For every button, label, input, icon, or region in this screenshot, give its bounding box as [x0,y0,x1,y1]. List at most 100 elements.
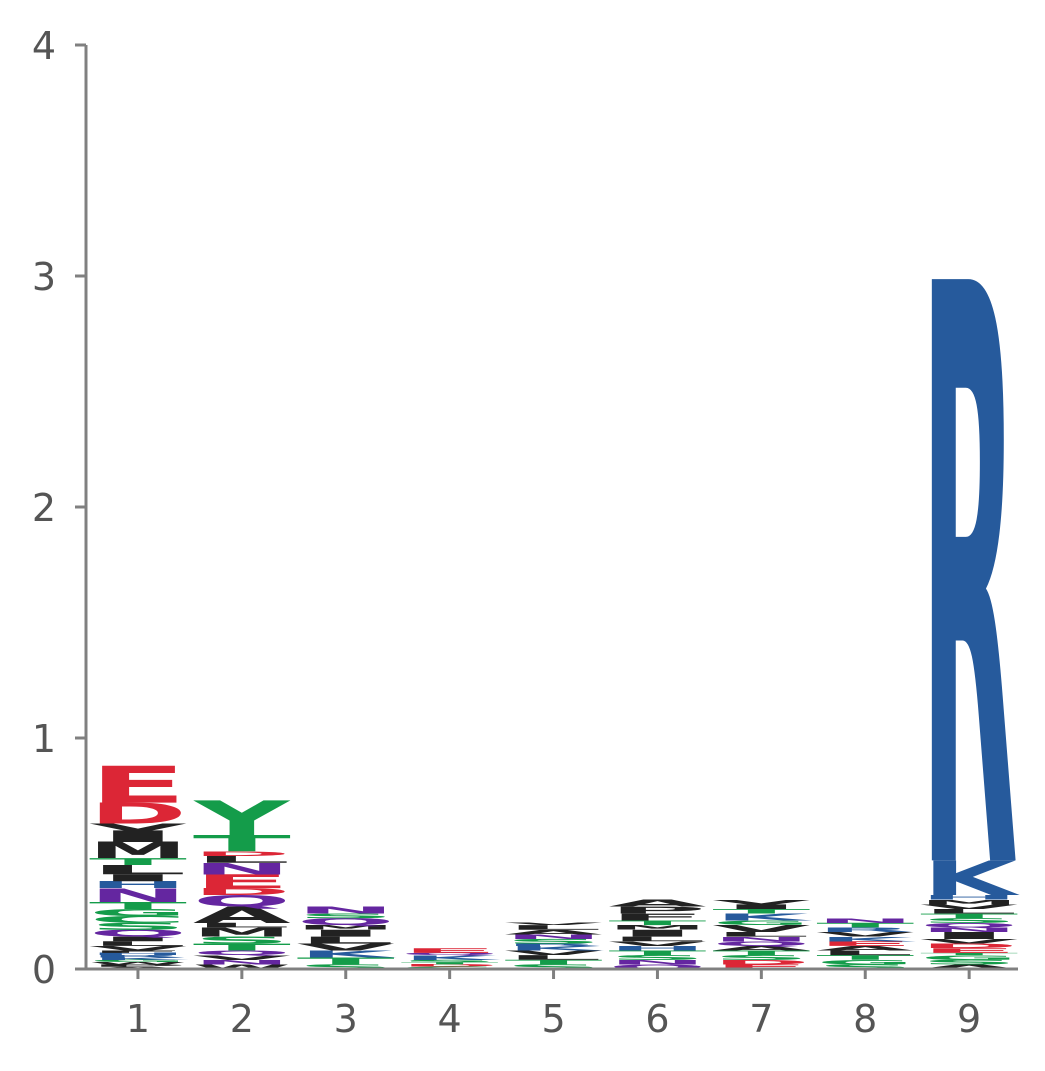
logo-letter-r: R [920,120,1018,1049]
logo-letter-a: A [505,929,603,936]
logo-letter-i: I [297,928,395,939]
logo-letter-t: T [608,949,706,956]
x-axis-ticks: 1 2 3 4 5 6 7 8 9 [126,969,981,1041]
y-tick-label: 0 [32,948,56,992]
logo-letter-r: R [816,926,914,933]
logo-letter-v: V [89,945,187,952]
logo-letter-m: M [89,838,187,864]
logo-letter-k: K [922,851,1019,906]
logo-letter-v: V [505,949,603,956]
logo-letter-t: T [193,942,291,953]
logo-letter-h: H [608,945,706,952]
logo-letter-g: G [89,907,187,918]
y-tick-label: 3 [32,255,56,299]
logo-letter-l: L [816,949,914,956]
logo-letter-h: H [920,894,1018,901]
logo-letter-m: M [920,899,1018,906]
logo-letter-t: T [920,952,1018,956]
logo-letter-s: S [401,959,499,963]
logo-letter-d: D [193,886,291,897]
logo-letter-d: D [712,958,810,965]
x-tick-label: 1 [126,997,150,1041]
logo-letter-v: V [608,940,706,947]
logo-letter-s: S [297,912,395,919]
logo-letter-a: A [608,898,707,909]
x-tick-label: 7 [749,997,773,1041]
logo-letter-n: N [297,905,395,916]
logo-letter-l: L [297,935,395,946]
logo-letter-a: A [816,945,914,952]
logo-letter-l: L [712,931,810,938]
logo-letter-t: T [816,922,914,929]
logo-letter-v: V [920,938,1018,945]
logo-letter-v: V [89,822,188,833]
logo-letter-r: R [89,955,187,959]
logo-letter-h: H [89,952,187,956]
logo-letter-v: V [505,922,603,926]
y-tick-label: 4 [32,24,56,68]
logo-letter-q: Q [297,916,395,927]
logo-letter-e: E [193,871,291,893]
logo-letter-f: F [89,950,187,954]
x-tick-label: 5 [541,997,565,1041]
logo-letter-t: T [920,912,1018,919]
logo-letter-q: Q [608,963,706,970]
logo-letter-s: S [193,935,291,946]
logo-letter-s: S [920,959,1018,966]
logo-letter-s: S [505,963,603,970]
logo-letter-l: L [89,863,187,878]
logo-letter-c: C [89,914,187,925]
logo-letter-k: K [714,912,813,923]
logo-letter-s: S [608,954,706,961]
logo-letter-v: V [297,942,396,953]
logo-letter-e: E [920,947,1018,954]
logo-letter-f: F [608,912,706,923]
logo-letter-t: T [505,959,603,966]
y-axis-ticks: 0 1 2 3 4 [32,24,86,992]
logo-letter-t: T [297,956,395,967]
logo-letter-s: S [297,963,395,970]
logo-letter-d: D [89,797,187,830]
logo-letter-s: S [816,963,914,970]
logo-letter-q: Q [193,892,291,910]
logo-letter-m: M [608,924,706,931]
logo-letter-t: T [712,908,810,915]
logo-letter-v: V [193,954,291,961]
logo-letter-l: L [193,922,291,929]
logo-letter-a: A [712,945,810,952]
logo-letter-k: K [507,945,604,952]
logo-letter-n: N [712,935,810,942]
logo-letter-h: H [89,879,187,890]
logo-letter-y: Y [193,792,291,847]
logo-letter-v: V [816,931,914,938]
logo-letter-l: L [505,924,603,931]
logo-letter-v: V [920,903,1018,910]
logo-letter-m: M [297,924,395,931]
logo-letter-e: E [712,963,810,970]
logo-letter-n: N [608,959,706,966]
logo-letter-v: V [712,899,810,906]
logo-letter-t: T [89,856,187,867]
logo-letter-i: I [608,928,706,939]
logo-letter-q: Q [401,952,499,956]
logo-letter-s: S [712,954,810,961]
logo-letter-t: T [816,954,914,961]
logo-letter-r: R [505,943,603,947]
logo-letter-l: L [920,908,1018,915]
logo-letter-k: K [299,949,398,960]
logo-letter-t: T [608,919,706,926]
logo-letter-i: I [89,827,187,845]
logo-letter-q: Q [920,922,1018,929]
logo-letter-w: W [193,963,291,970]
logo-letter-i: I [89,872,187,883]
glyph-layer: APWGKRHFVLIQSCGTNHILTMIVDEWNVQTSMLAQDENL… [89,120,1020,1049]
logo-letter-a: A [920,963,1018,970]
logo-letter-m: M [193,925,291,940]
logo-letter-e: E [89,756,187,815]
x-tick-label: 6 [645,997,669,1041]
x-tick-label: 4 [438,997,462,1041]
logo-letter-s: S [89,921,187,932]
logo-letter-i: I [712,903,810,910]
logo-letter-t: T [712,949,810,956]
logo-letter-l: L [89,940,187,947]
